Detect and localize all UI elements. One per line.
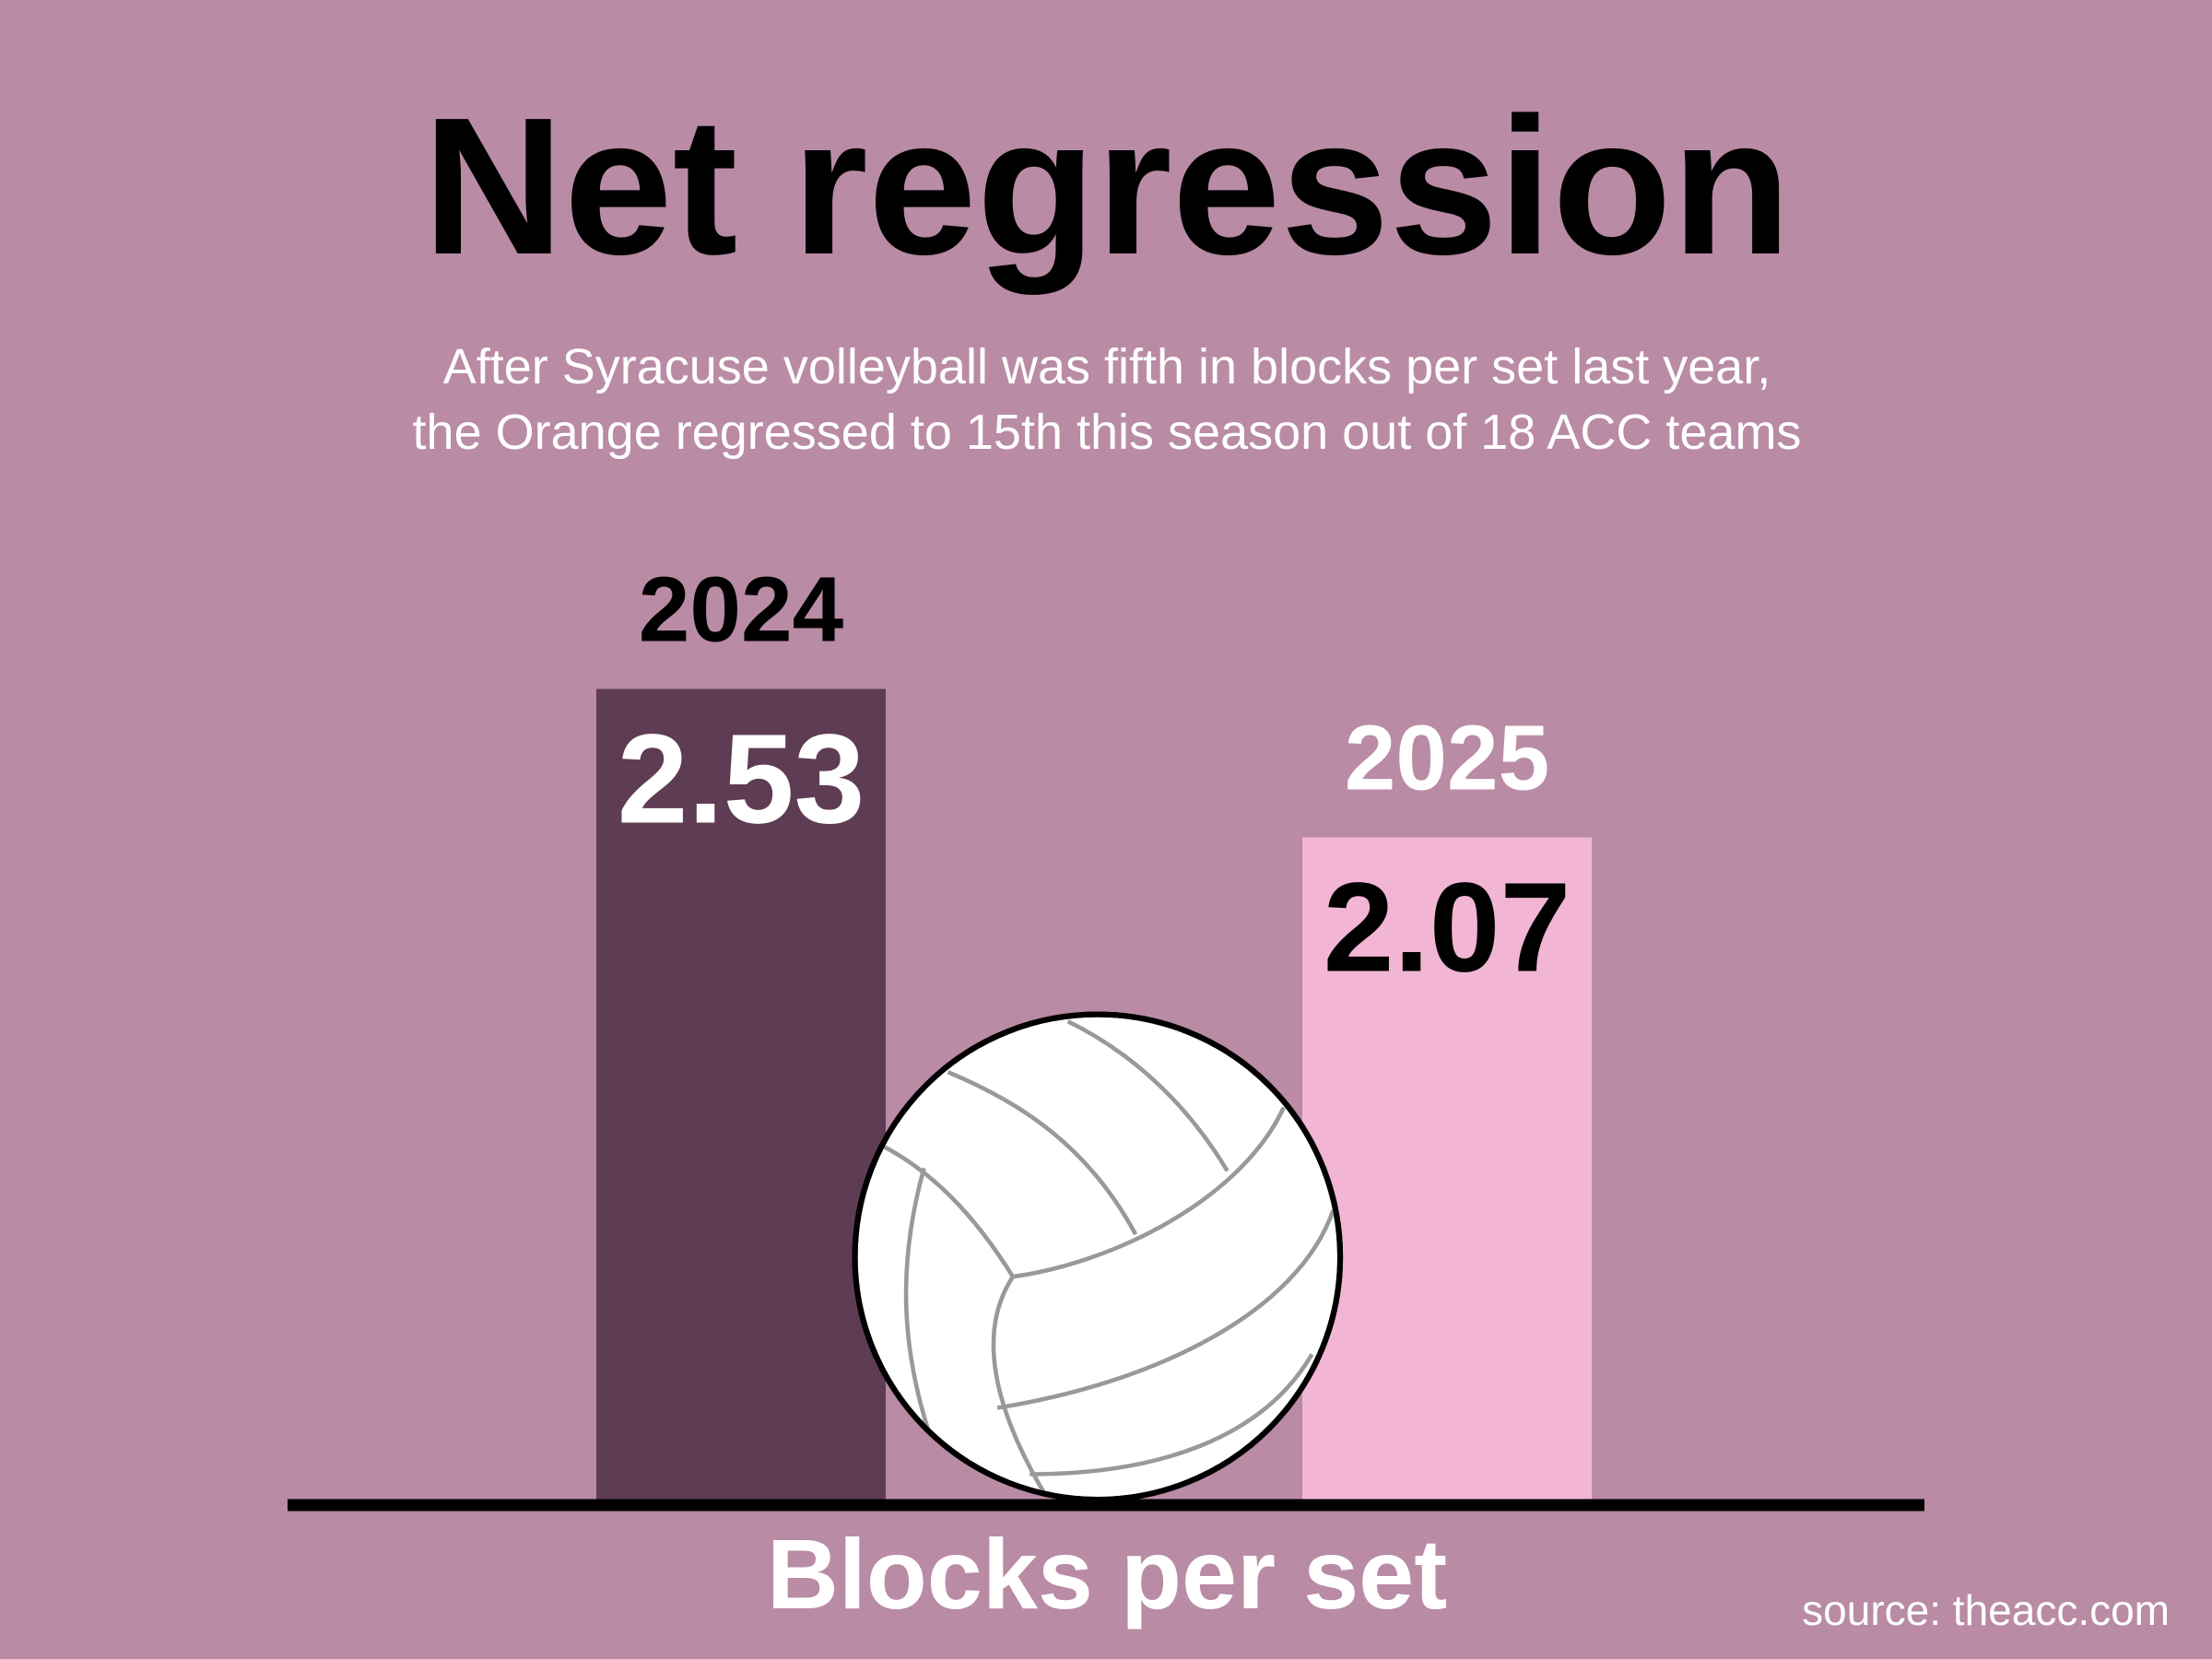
x-axis-label: Blocks per set [767,1518,1447,1630]
bars: 2024 2.53 2025 2.07 [596,559,1592,1505]
chart-title: Net regression [423,76,1792,295]
bar [1302,837,1592,1505]
value-label: 2.53 [618,709,865,851]
value-label: 2.07 [1324,857,1571,999]
subtitle-line: After Syracuse volleyball was fifth in b… [443,339,1771,394]
volleyball [852,1011,1344,1503]
category-label: 2024 [639,559,844,662]
source: source: theacc.com [1802,1586,2170,1634]
subtitle-line: the Orange regressed to 15th this season… [413,405,1802,460]
bar [596,688,886,1505]
category-label: 2025 [1345,707,1549,810]
